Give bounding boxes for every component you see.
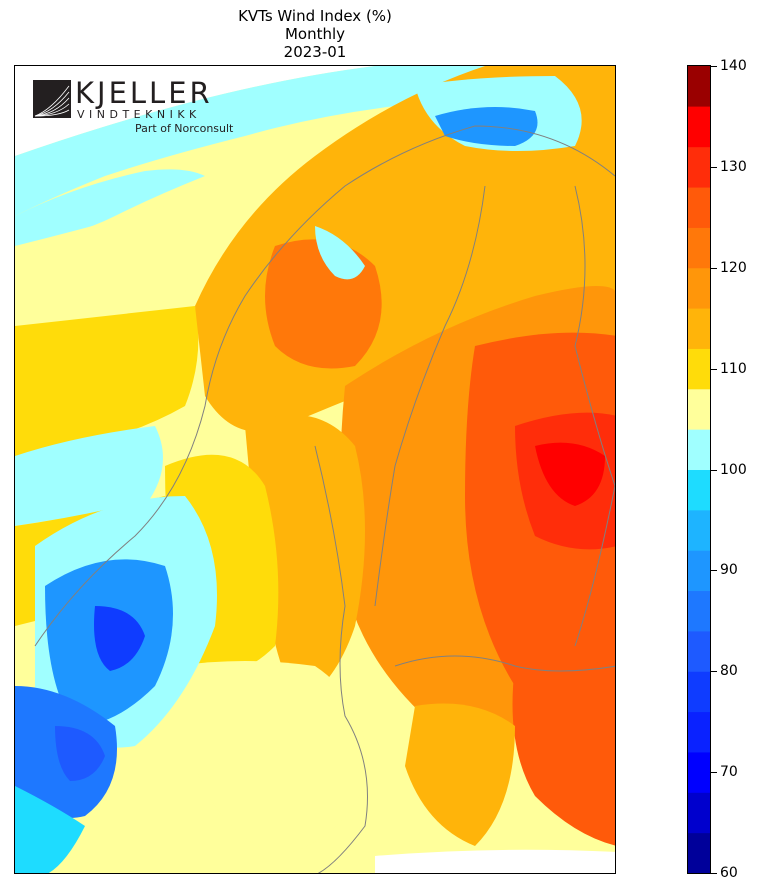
border-finland-russia — [574, 185, 615, 647]
colorbar-band — [688, 590, 710, 632]
colorbar-band — [688, 509, 710, 551]
colorbar-tick-label: 110 — [720, 361, 747, 377]
colorbar-band — [688, 550, 710, 592]
baltic-red — [512, 661, 615, 846]
wind-index-map: KJELLER VINDTEKNIKK Part of Norconsult — [14, 65, 616, 874]
colorbar-band — [688, 711, 710, 753]
colorbar-tick — [711, 369, 717, 370]
colorbar-tick-label: 120 — [720, 260, 747, 276]
colorbar-tick — [711, 470, 717, 471]
colorbar-tick-label: 140 — [720, 58, 747, 74]
colorbar-band — [688, 187, 710, 228]
colorbar-band — [688, 348, 710, 390]
title-line-1: KVTs Wind Index (%) — [238, 7, 392, 25]
colorbar-band — [688, 308, 710, 349]
coastline-gulf-finland — [394, 655, 615, 672]
colorbar-band — [688, 146, 710, 188]
colorbar-overflow-band — [688, 66, 710, 107]
colorbar-band — [688, 469, 710, 511]
colorbar-band — [688, 751, 710, 793]
colorbar-tick-label: 130 — [720, 159, 747, 175]
colorbar-tick-label: 70 — [720, 764, 738, 780]
coastline-norway — [34, 125, 615, 647]
outside-bottom-right — [375, 849, 615, 873]
colorbar-tick — [711, 66, 717, 67]
colorbar-band — [688, 671, 710, 713]
gotland-orange — [405, 703, 515, 846]
colorbar-tick — [711, 570, 717, 571]
colorbar-tick-label: 100 — [720, 462, 747, 478]
colorbar-swatches — [688, 66, 710, 873]
logo-subname: VINDTEKNIKK — [77, 108, 201, 121]
colorbar-band — [688, 630, 710, 672]
colorbar-tick — [711, 671, 717, 672]
outside-top-left — [15, 66, 375, 156]
map-field — [15, 66, 615, 873]
colorbar-band — [688, 388, 710, 430]
north-sea-cyan — [15, 786, 85, 873]
colorbar-tick — [711, 772, 717, 773]
colorbar-tick-label: 80 — [720, 663, 738, 679]
colorbar-band — [688, 792, 710, 834]
colorbar-band — [688, 106, 710, 148]
lapland-cyan-1 — [315, 226, 365, 280]
colorbar — [687, 65, 711, 874]
colorbar-tick — [711, 873, 717, 874]
skagerrak-deep — [55, 726, 105, 781]
logo-tagline: Part of Norconsult — [135, 122, 234, 135]
border-sweden-finland — [374, 185, 486, 607]
colorbar-band — [688, 429, 710, 470]
coastline-baltic — [314, 445, 368, 873]
colorbar-tick — [711, 268, 717, 269]
sea-west-cyan-band — [15, 426, 163, 526]
colorbar-band — [688, 227, 710, 269]
karelia-max — [535, 442, 605, 506]
title-line-3: 2023-01 — [283, 43, 347, 61]
colorbar-band — [688, 267, 710, 309]
colorbar-tick-label: 90 — [720, 562, 738, 578]
title-line-2: Monthly — [284, 25, 346, 43]
norwegian-sea-cyan — [15, 169, 205, 246]
sweden-south-light — [175, 661, 367, 856]
colorbar-tick-label: 60 — [720, 865, 738, 881]
kjeller-logo-mark — [33, 80, 71, 118]
colorbar-band — [688, 832, 710, 873]
arctic-sea-cyan — [15, 66, 485, 216]
south-norway-deep — [94, 606, 145, 671]
logo-name: KJELLER — [75, 76, 213, 110]
kjeller-logo: KJELLER VINDTEKNIKK Part of Norconsult — [33, 76, 248, 140]
map-title: KVTs Wind Index (%) Monthly 2023-01 — [14, 7, 616, 61]
colorbar-tick — [711, 167, 717, 168]
sea-west-light — [15, 206, 188, 326]
sea-west-yellow — [15, 306, 199, 456]
